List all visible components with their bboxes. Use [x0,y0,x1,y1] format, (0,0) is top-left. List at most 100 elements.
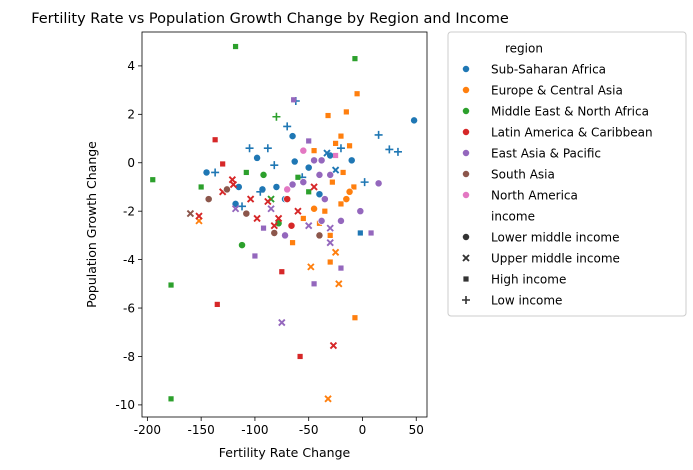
data-point [351,184,357,190]
data-point [270,229,279,237]
data-point [223,185,231,194]
data-point [352,315,358,321]
data-point [253,153,262,162]
legend-region-label: East Asia & Pacific [491,146,601,160]
data-point [326,170,335,179]
data-point [310,156,319,165]
x-tick-label: -200 [134,423,161,437]
data-point [260,225,267,231]
data-point [329,341,338,350]
data-point [259,170,268,179]
data-point [283,195,292,204]
x-tick-label: 50 [409,423,424,437]
data-point [253,214,261,223]
x-tick-label: 0 [359,423,367,437]
data-point [315,190,324,199]
data-point [279,269,285,275]
y-axis-label: Population Growth Change [84,141,99,308]
legend-marker [462,107,470,115]
data-point [288,180,297,189]
legend: region Sub-Saharan Africa Europe & Central… [447,31,687,317]
x-tick-label: -100 [241,423,268,437]
data-point [326,224,334,232]
data-point [267,205,275,213]
x-tick-label: -150 [188,423,215,437]
legend-income-label: Lower middle income [491,230,620,244]
data-point [315,231,324,240]
data-point [368,230,374,236]
data-point [300,215,306,222]
data-point [317,216,326,225]
data-point [315,170,324,179]
y-axis-ticks: 4 2 0 -2 -4 -6 -8 -10 [115,59,142,412]
data-point [270,222,278,230]
legend-income-label: Low income [491,293,562,307]
data-point [287,221,296,230]
data-point [150,177,156,183]
data-point [338,133,344,139]
chart-title: Fertility Rate vs Population Growth Chan… [31,11,509,27]
legend-marker [462,128,470,136]
legend-region-label: Middle East & North Africa [491,104,649,118]
data-point [214,301,220,308]
data-point [299,178,308,187]
legend-region-label: North America [491,188,578,202]
data-point [202,168,211,177]
legend-region-label: Latin America & Caribbean [491,125,653,139]
data-point [317,156,326,165]
data-point [310,183,318,191]
legend-marker [463,276,469,282]
data-point [229,180,238,189]
data-point [195,212,203,220]
legend-marker [462,170,470,178]
data-point [272,183,281,191]
data-point [320,195,329,204]
data-point [278,318,286,327]
data-point [310,204,319,213]
data-point [357,230,363,236]
data-point [306,189,312,195]
legend-region-label: Europe & Central Asia [491,83,623,97]
y-tick-label: -4 [123,253,135,267]
data-point [198,184,204,190]
data-point [393,147,402,156]
data-point [335,280,343,288]
data-point [242,209,251,218]
data-point [323,149,331,157]
data-point [238,202,247,211]
data-point [327,259,333,265]
data-point [340,169,346,176]
data-point [186,209,195,218]
legend-marker [462,254,470,262]
data-point [290,157,299,166]
data-point [346,143,353,149]
data-point [343,109,349,115]
data-point [168,282,174,288]
data-point [325,112,331,119]
data-point [374,179,383,188]
data-point [283,122,292,131]
y-tick-label: -2 [123,204,135,218]
data-point [264,197,272,206]
x-axis-ticks: -200 -150 -100 -50 0 50 [134,417,424,437]
data-point [168,396,174,402]
data-point [263,144,272,153]
y-tick-label: -10 [115,398,135,412]
data-point [331,166,340,174]
legend-income-label: Upper middle income [491,251,620,265]
x-tick-label: -50 [299,423,319,437]
data-point [410,116,419,125]
data-points [150,43,419,403]
data-point [337,216,345,225]
data-point [281,231,289,240]
legend-marker [462,149,470,157]
data-point [289,240,296,246]
data-point [291,97,297,103]
data-point [374,130,383,139]
data-point [270,161,279,170]
legend-marker [462,65,470,73]
legend-hue-title: region [505,41,543,55]
data-point [243,169,249,176]
data-point [283,185,292,194]
